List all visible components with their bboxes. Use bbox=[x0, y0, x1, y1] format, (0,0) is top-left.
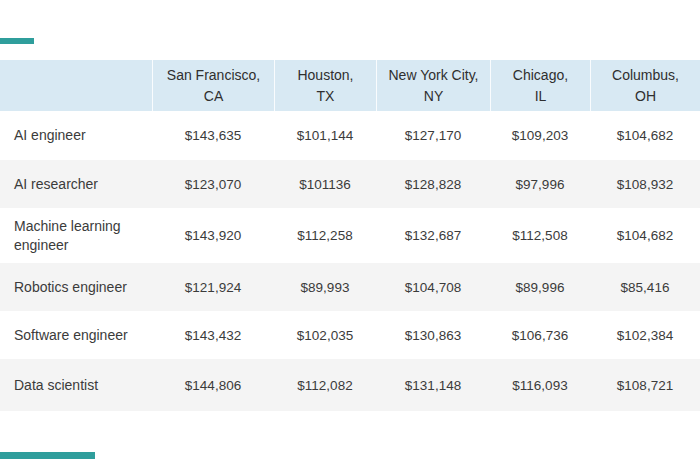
state-abbr: TX bbox=[317, 86, 335, 107]
salary-cell: $143,432 bbox=[152, 311, 274, 359]
salary-cell: $106,736 bbox=[490, 311, 590, 359]
salary-cell: $112,082 bbox=[274, 359, 376, 411]
salary-cell: $108,932 bbox=[590, 160, 700, 208]
state-abbr: IL bbox=[535, 86, 547, 107]
salary-cell: $127,170 bbox=[376, 111, 490, 160]
salary-cell: $128,828 bbox=[376, 160, 490, 208]
city-name: New York City, bbox=[389, 65, 479, 86]
salary-cell: $143,920 bbox=[152, 208, 274, 263]
state-abbr: CA bbox=[204, 86, 223, 107]
city-name: Columbus, bbox=[612, 65, 679, 86]
table-row-ai-engineer: AI engineer $143,635 $101,144 $127,170 $… bbox=[0, 111, 700, 160]
teal-accent-bar-top bbox=[0, 38, 34, 44]
row-label: Software engineer bbox=[0, 311, 152, 359]
row-label: AI engineer bbox=[0, 111, 152, 160]
salary-cell: $130,863 bbox=[376, 311, 490, 359]
salary-cell: $97,996 bbox=[490, 160, 590, 208]
header-empty-cell bbox=[0, 60, 152, 111]
table-row-machine-learning-engineer: Machine learning engineer $143,920 $112,… bbox=[0, 208, 700, 263]
salary-cell: $109,203 bbox=[490, 111, 590, 160]
column-header-houston: Houston, TX bbox=[274, 60, 376, 111]
salary-cell: $144,806 bbox=[152, 359, 274, 411]
table-row-robotics-engineer: Robotics engineer $121,924 $89,993 $104,… bbox=[0, 263, 700, 311]
salary-cell: $108,721 bbox=[590, 359, 700, 411]
city-name: San Francisco, bbox=[167, 65, 260, 86]
salary-cell: $101,144 bbox=[274, 111, 376, 160]
row-label: Robotics engineer bbox=[0, 263, 152, 311]
salary-cell: $104,682 bbox=[590, 208, 700, 263]
row-label: Data scientist bbox=[0, 359, 152, 411]
salary-cell: $102,035 bbox=[274, 311, 376, 359]
state-abbr: NY bbox=[424, 86, 443, 107]
salary-cell: $85,416 bbox=[590, 263, 700, 311]
row-label: AI researcher bbox=[0, 160, 152, 208]
salary-cell: $143,635 bbox=[152, 111, 274, 160]
salary-cell: $112,258 bbox=[274, 208, 376, 263]
salary-cell: $112,508 bbox=[490, 208, 590, 263]
column-header-new-york-city: New York City, NY bbox=[376, 60, 490, 111]
salary-table: San Francisco, CA Houston, TX New York C… bbox=[0, 60, 700, 411]
salary-cell: $104,708 bbox=[376, 263, 490, 311]
salary-cell: $132,687 bbox=[376, 208, 490, 263]
state-abbr: OH bbox=[635, 86, 656, 107]
table-row-software-engineer: Software engineer $143,432 $102,035 $130… bbox=[0, 311, 700, 359]
salary-cell: $104,682 bbox=[590, 111, 700, 160]
salary-cell: $89,993 bbox=[274, 263, 376, 311]
salary-cell: $131,148 bbox=[376, 359, 490, 411]
salary-cell: $123,070 bbox=[152, 160, 274, 208]
teal-accent-bar-bottom bbox=[0, 452, 95, 459]
table-row-data-scientist: Data scientist $144,806 $112,082 $131,14… bbox=[0, 359, 700, 411]
salary-cell: $102,384 bbox=[590, 311, 700, 359]
city-name: Chicago, bbox=[513, 65, 568, 86]
table-row-ai-researcher: AI researcher $123,070 $101136 $128,828 … bbox=[0, 160, 700, 208]
salary-cell: $89,996 bbox=[490, 263, 590, 311]
column-header-san-francisco: San Francisco, CA bbox=[152, 60, 274, 111]
salary-cell: $101136 bbox=[274, 160, 376, 208]
column-header-chicago: Chicago, IL bbox=[490, 60, 590, 111]
table-header-row: San Francisco, CA Houston, TX New York C… bbox=[0, 60, 700, 111]
city-name: Houston, bbox=[297, 65, 353, 86]
salary-cell: $121,924 bbox=[152, 263, 274, 311]
row-label: Machine learning engineer bbox=[0, 208, 152, 263]
column-header-columbus: Columbus, OH bbox=[590, 60, 700, 111]
salary-cell: $116,093 bbox=[490, 359, 590, 411]
